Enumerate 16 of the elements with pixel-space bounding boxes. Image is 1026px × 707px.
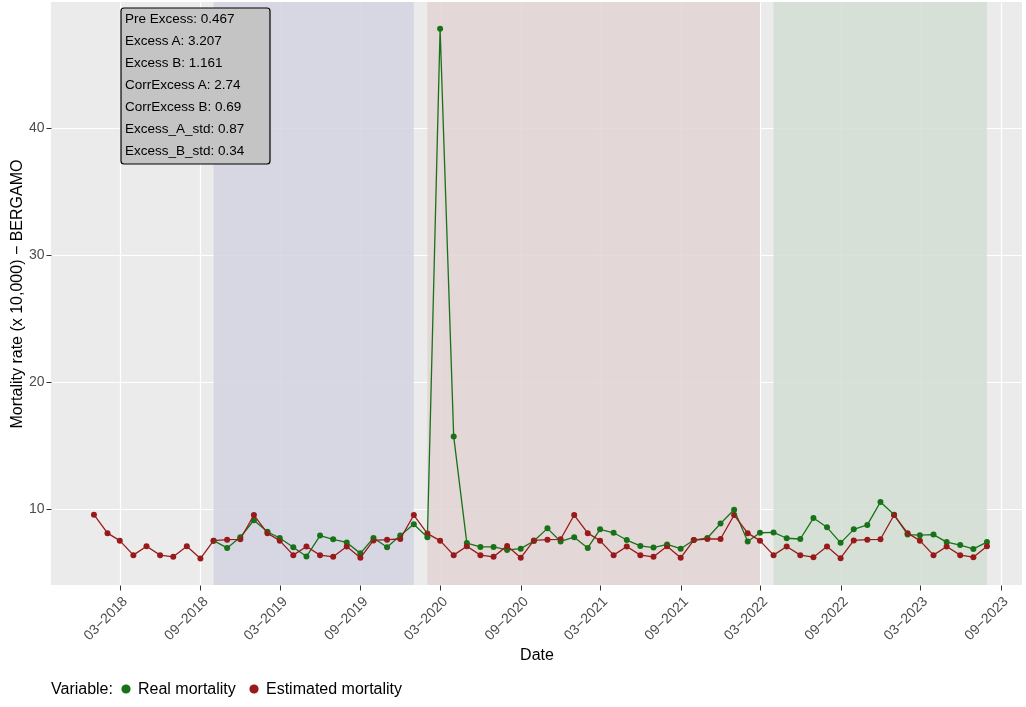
annotation: Excess A: 3.207 [125, 33, 222, 48]
y-tick-label: 30 [28, 246, 45, 263]
y-axis-title: Mortality rate (x 10,000) − BERGAMO [7, 159, 25, 429]
legend-title: Variable: [51, 680, 113, 697]
legend-label: Real mortality [138, 680, 236, 697]
annotation: CorrExcess B: 0.69 [125, 99, 242, 114]
y-tick-label: 40 [28, 119, 45, 136]
y-tick-label: 10 [28, 500, 45, 517]
legend-label: Estimated mortality [266, 680, 403, 697]
annotation: Excess_A_std: 0.87 [125, 121, 245, 136]
annotation: Pre Excess: 0.467 [125, 11, 235, 26]
annotation: CorrExcess A: 2.74 [125, 77, 242, 92]
annotation: Excess B: 1.161 [125, 55, 223, 70]
y-tick-label: 20 [28, 373, 45, 390]
x-axis-title: Date [520, 646, 554, 664]
annotation: Excess_B_std: 0.34 [125, 143, 245, 158]
